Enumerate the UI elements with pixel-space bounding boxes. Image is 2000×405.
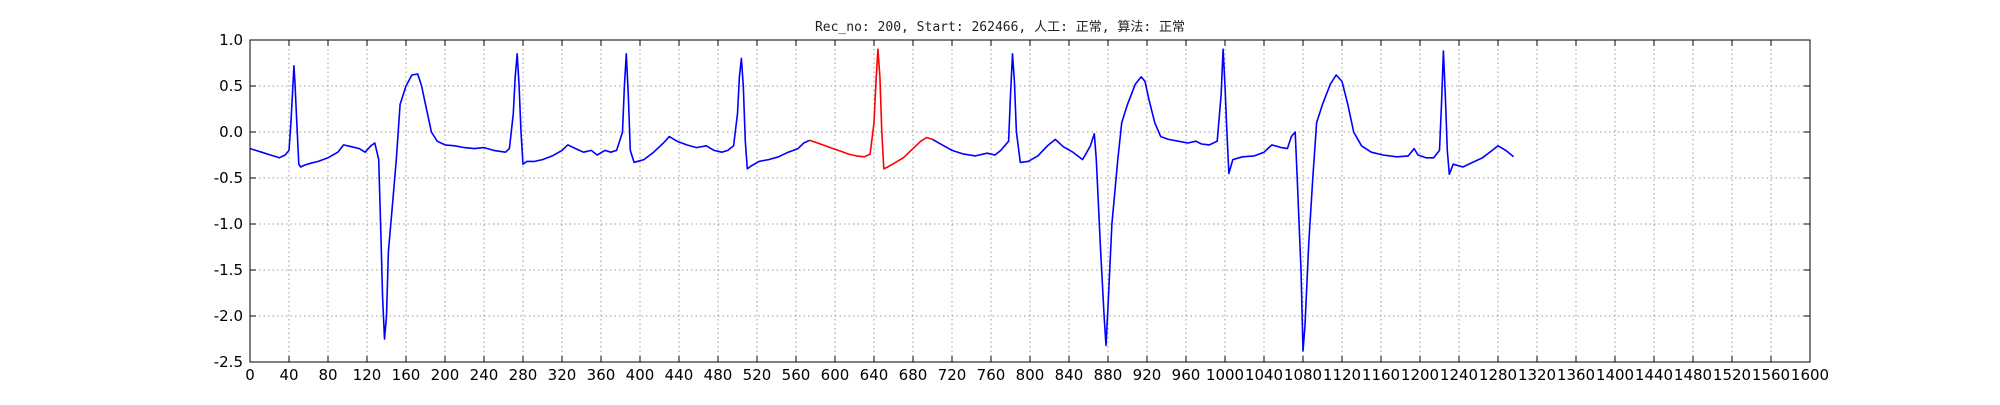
x-tick-label: 920: [1133, 366, 1162, 384]
y-tick-label: 0.5: [219, 77, 243, 95]
x-tick-label: 960: [1172, 366, 1201, 384]
y-tick-label: -2.5: [214, 353, 243, 371]
x-tick-label: 1280: [1479, 366, 1517, 384]
x-tick-label: 480: [704, 366, 733, 384]
grid: [250, 40, 1810, 362]
x-tick-label: 680: [899, 366, 928, 384]
y-tick-label: -0.5: [214, 169, 243, 187]
x-tick-label: 1360: [1557, 366, 1595, 384]
x-tick-label: 1520: [1713, 366, 1751, 384]
x-tick-label: 520: [743, 366, 772, 384]
x-tick-label: 1200: [1401, 366, 1439, 384]
x-tick-label: 600: [821, 366, 850, 384]
x-tick-label: 360: [587, 366, 616, 384]
plot-frame: [249, 39, 1811, 363]
ecg-series-line: [932, 48, 1515, 352]
x-tick-label: 1600: [1791, 366, 1829, 384]
x-tick-label: 80: [318, 366, 337, 384]
series-group: [249, 48, 1515, 352]
x-tick-label: 800: [1016, 366, 1045, 384]
x-tick-label: 1120: [1323, 366, 1361, 384]
x-tick-label: 280: [509, 366, 538, 384]
x-tick-label: 40: [279, 366, 298, 384]
x-tick-label: 1000: [1206, 366, 1244, 384]
y-tick-label: 1.0: [219, 31, 243, 49]
y-tick-label: -1.5: [214, 261, 243, 279]
x-tick-label: 1440: [1635, 366, 1673, 384]
x-tick-label: 200: [431, 366, 460, 384]
ecg-series-line: [249, 53, 810, 340]
x-tick-label: 160: [392, 366, 421, 384]
ecg-series-line: [809, 48, 933, 170]
x-axis: 0 40 80 120 160 200 240 280 320 360 400 440 480 520 56…: [245, 40, 1829, 384]
y-axis: 1.0 0.5 0.0 -0.5 -1.0 -1.5 -2.0 -2.5: [214, 31, 1810, 371]
y-tick-label: -2.0: [214, 307, 243, 325]
x-tick-label: 1040: [1245, 366, 1283, 384]
x-tick-label: 1560: [1752, 366, 1790, 384]
x-tick-label: 1480: [1674, 366, 1712, 384]
x-tick-label: 120: [353, 366, 382, 384]
x-tick-label: 0: [245, 366, 255, 384]
x-tick-label: 1400: [1596, 366, 1634, 384]
y-tick-label: 0.0: [219, 123, 243, 141]
x-tick-label: 240: [470, 366, 499, 384]
x-tick-label: 760: [977, 366, 1006, 384]
chart-title: Rec_no: 200, Start: 262466, 人工: 正常, 算法: …: [815, 20, 1185, 35]
y-tick-label: -1.0: [214, 215, 243, 233]
x-tick-label: 840: [1055, 366, 1084, 384]
x-tick-label: 640: [860, 366, 889, 384]
x-tick-label: 1240: [1440, 366, 1478, 384]
x-tick-label: 400: [626, 366, 655, 384]
x-tick-label: 440: [665, 366, 694, 384]
x-tick-label: 1080: [1284, 366, 1322, 384]
x-tick-label: 1320: [1518, 366, 1556, 384]
x-tick-label: 1160: [1362, 366, 1400, 384]
x-tick-label: 320: [548, 366, 577, 384]
x-tick-label: 880: [1094, 366, 1123, 384]
x-tick-label: 720: [938, 366, 967, 384]
x-tick-label: 560: [782, 366, 811, 384]
